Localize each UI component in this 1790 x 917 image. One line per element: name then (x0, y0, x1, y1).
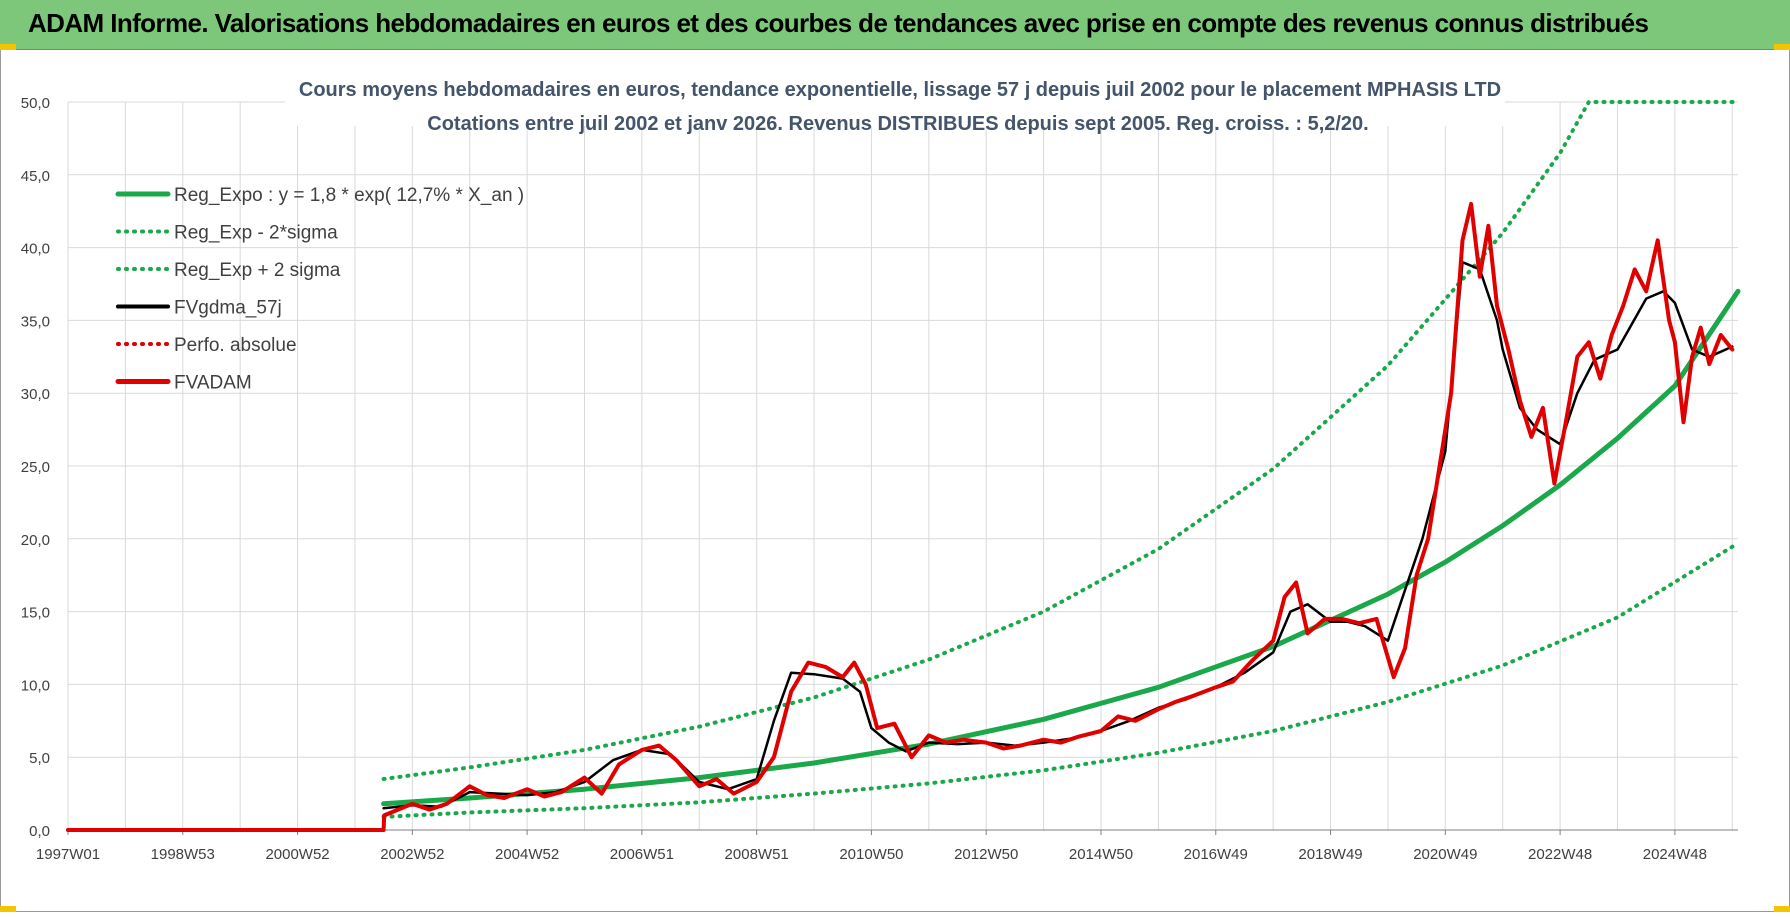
x-tick-label: 2004W52 (495, 846, 559, 863)
y-tick-label: 5,0 (29, 750, 50, 767)
legend-label: FVgdma_57j (174, 298, 282, 319)
y-tick-label: 45,0 (21, 168, 50, 185)
x-tick-label: 2000W52 (265, 846, 329, 863)
x-tick-label: 2022W48 (1528, 846, 1592, 863)
chart-area: 0,0 5,0 10,0 15,0 20,0 25,0 30,0 35,0 40,0 45,0 50… (0, 50, 1790, 912)
x-tick-label: 1998W53 (151, 846, 215, 863)
x-tick-label: 2016W49 (1184, 846, 1248, 863)
y-tick-label: 40,0 (21, 241, 50, 258)
x-tick-label: 2014W50 (1069, 846, 1133, 863)
chart-subtitle: Cotations entre juil 2002 et janv 2026. … (427, 113, 1368, 135)
legend-label: Reg_Exp - 2*sigma (174, 223, 338, 244)
y-tick-label: 10,0 (21, 677, 50, 694)
report-banner: ADAM Informe. Valorisations hebdomadaire… (0, 0, 1790, 50)
y-tick-label: 0,0 (29, 823, 50, 840)
x-tick-label: 2018W49 (1298, 846, 1362, 863)
y-tick-label: 15,0 (21, 605, 50, 622)
x-tick-label: 2008W51 (725, 846, 789, 863)
x-tick-label: 2010W50 (839, 846, 903, 863)
x-tick-label: 2012W50 (954, 846, 1018, 863)
legend-label: Reg_Exp + 2 sigma (174, 260, 341, 281)
y-tick-label: 20,0 (21, 532, 50, 549)
y-tick-label: 50,0 (21, 95, 50, 112)
x-tick-label: 2020W49 (1413, 846, 1477, 863)
legend-label: Reg_Expo : y = 1,8 * exp( 12,7% * X_an ) (174, 185, 524, 206)
x-tick-label: 2002W52 (380, 846, 444, 863)
legend-label: FVADAM (174, 373, 252, 394)
line-chart: 0,0 5,0 10,0 15,0 20,0 25,0 30,0 35,0 40,0 45,0 50… (0, 50, 1790, 912)
x-tick-label: 2024W48 (1643, 846, 1707, 863)
y-tick-label: 30,0 (21, 386, 50, 403)
chart-title: Cours moyens hebdomadaires en euros, ten… (299, 79, 1501, 101)
y-tick-label: 25,0 (21, 459, 50, 476)
y-tick-label: 35,0 (21, 313, 50, 330)
x-tick-label: 1997W01 (36, 846, 100, 863)
x-tick-label: 2006W51 (610, 846, 674, 863)
legend-label: Perfo. absolue (174, 335, 297, 356)
report-title: ADAM Informe. Valorisations hebdomadaire… (28, 8, 1648, 39)
